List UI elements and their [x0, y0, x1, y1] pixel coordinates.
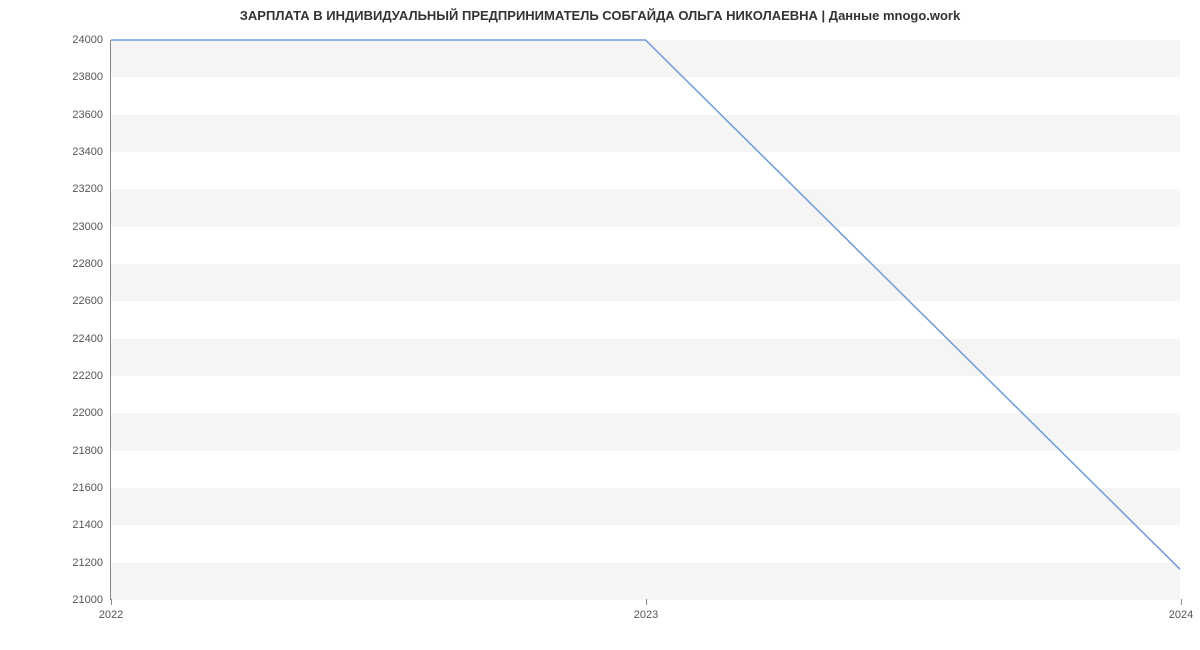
y-tick-label: 21400 — [72, 519, 111, 531]
y-tick-label: 21200 — [72, 557, 111, 569]
y-tick-label: 23800 — [72, 71, 111, 83]
chart-title: ЗАРПЛАТА В ИНДИВИДУАЛЬНЫЙ ПРЕДПРИНИМАТЕЛ… — [0, 8, 1200, 23]
y-tick-label: 22000 — [72, 407, 111, 419]
x-tick-label: 2024 — [1169, 599, 1193, 621]
y-tick-label: 22200 — [72, 370, 111, 382]
y-tick-label: 22800 — [72, 258, 111, 270]
y-tick-label: 21600 — [72, 482, 111, 494]
y-tick-label: 23200 — [72, 183, 111, 195]
y-tick-label: 23000 — [72, 221, 111, 233]
plot-area: 2100021200214002160021800220002220022400… — [110, 40, 1180, 600]
y-tick-label: 21800 — [72, 445, 111, 457]
x-tick-label: 2022 — [99, 599, 123, 621]
y-tick-label: 24000 — [72, 34, 111, 46]
series-line-salary — [111, 40, 1180, 569]
y-tick-label: 22400 — [72, 333, 111, 345]
y-tick-label: 22600 — [72, 295, 111, 307]
y-tick-label: 23400 — [72, 146, 111, 158]
salary-line-chart: ЗАРПЛАТА В ИНДИВИДУАЛЬНЫЙ ПРЕДПРИНИМАТЕЛ… — [0, 0, 1200, 650]
line-layer — [111, 40, 1180, 599]
x-tick-label: 2023 — [634, 599, 658, 621]
y-tick-label: 23600 — [72, 109, 111, 121]
